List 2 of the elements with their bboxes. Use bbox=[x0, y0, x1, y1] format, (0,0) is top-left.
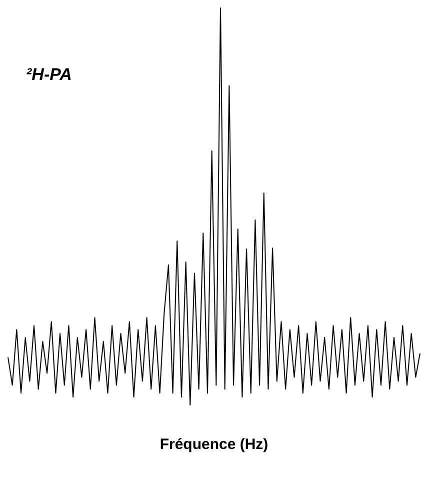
x-axis-title: Fréquence (Hz) bbox=[160, 436, 268, 453]
annotation: ²H-PA bbox=[26, 65, 72, 84]
